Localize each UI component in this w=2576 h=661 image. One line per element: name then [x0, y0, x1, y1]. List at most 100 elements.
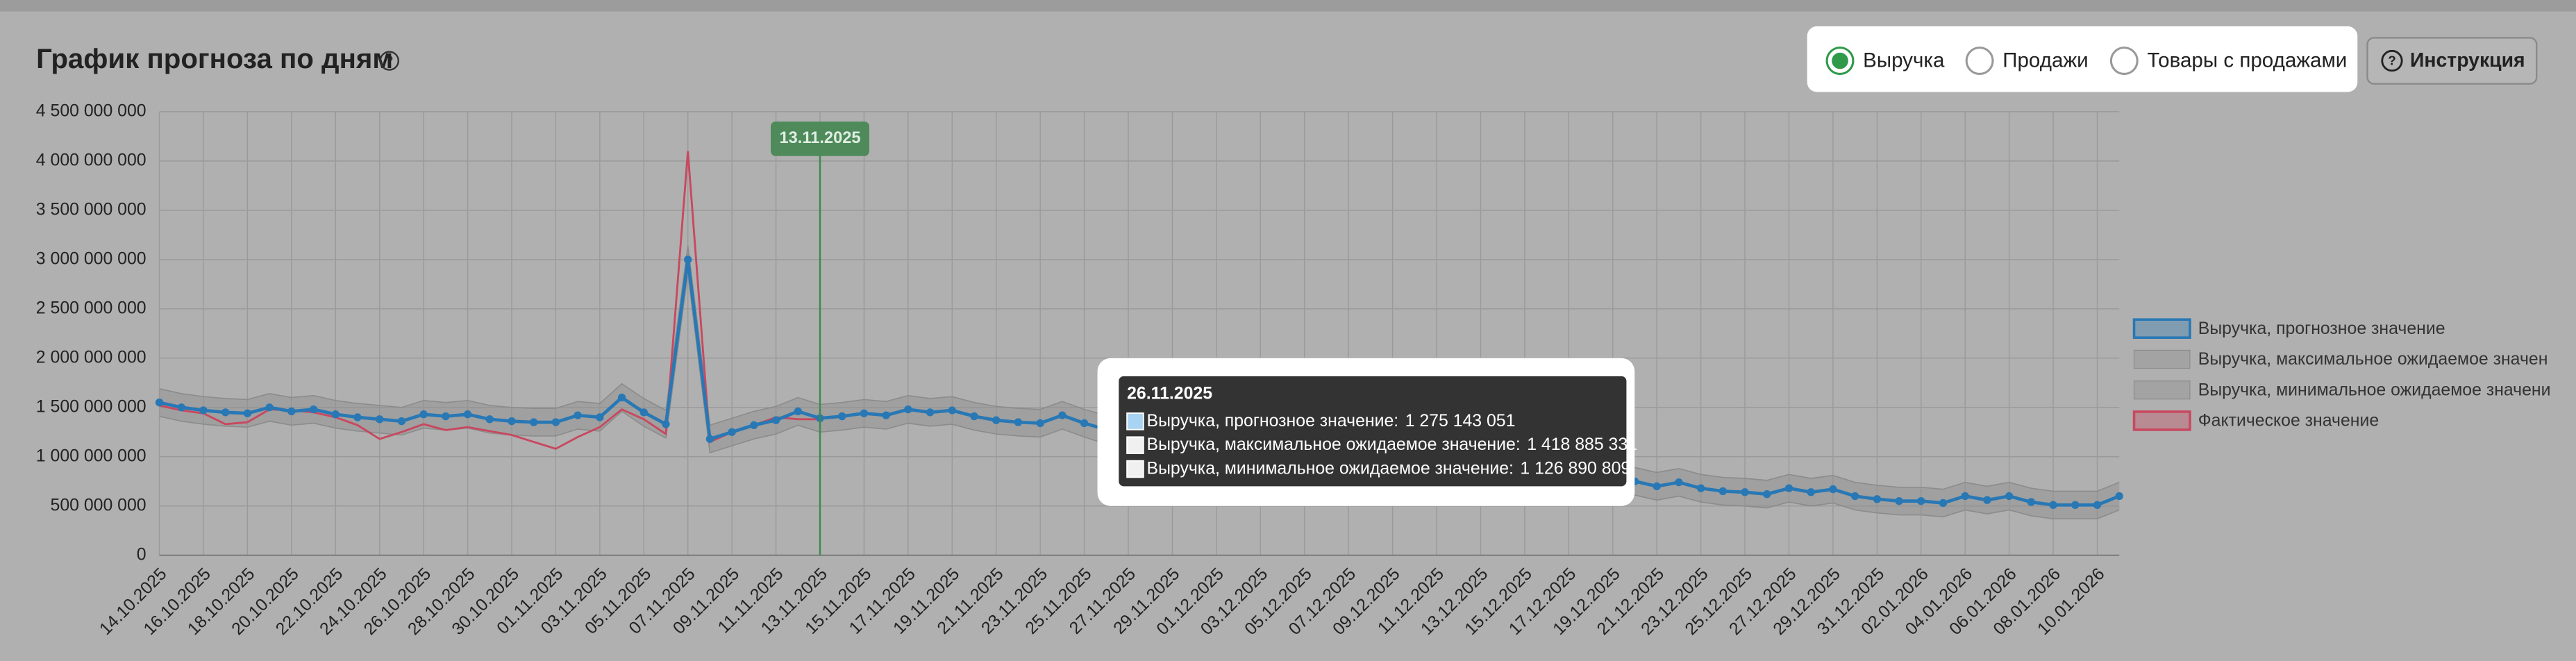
- series-point: [2071, 501, 2080, 509]
- series-point: [309, 405, 318, 414]
- y-tick-label: 500 000 000: [51, 496, 147, 514]
- y-tick-label: 4 000 000 000: [36, 151, 147, 169]
- page-title: График прогноза по дням: [36, 43, 393, 74]
- radio-option[interactable]: Выручка: [1825, 47, 1945, 76]
- instruction-button[interactable]: ? Инструкция: [2366, 37, 2538, 85]
- tooltip-row: Выручка, максимальное ожидаемое значение…: [1147, 435, 1637, 454]
- series-point: [2005, 492, 2014, 501]
- series-point: [376, 415, 384, 424]
- series-point: [838, 412, 846, 421]
- y-tick-label: 2 500 000 000: [36, 299, 147, 317]
- legend-swatch: [2133, 349, 2191, 369]
- series-point: [2027, 498, 2036, 506]
- series-point: [1961, 492, 1969, 501]
- series-point: [419, 410, 428, 419]
- legend-swatch: [2132, 318, 2191, 339]
- y-tick-label: 4 500 000 000: [36, 101, 147, 120]
- radio-option[interactable]: Продажи: [1965, 47, 2089, 76]
- y-tick-label: 1 000 000 000: [36, 446, 147, 465]
- series-point: [860, 409, 869, 417]
- radio-label[interactable]: Товары с продажами: [2147, 49, 2347, 72]
- series-point: [397, 417, 406, 426]
- y-tick-label: 1 500 000 000: [36, 397, 147, 416]
- series-point: [1850, 492, 1859, 501]
- series-point: [662, 420, 670, 428]
- series-point: [1784, 484, 1793, 492]
- series-point: [1058, 411, 1067, 419]
- today-badge: [771, 122, 869, 156]
- series-point: [1653, 482, 1661, 491]
- series-point: [750, 421, 758, 430]
- series-point: [904, 405, 912, 414]
- series-point: [1829, 485, 1837, 494]
- tooltip-row-label: Выручка, прогнозное значение:: [1147, 411, 1399, 430]
- tooltip-row-value: 1 418 885 331: [1527, 435, 1637, 454]
- series-point: [551, 418, 560, 426]
- y-tick-label: 3 500 000 000: [36, 200, 147, 219]
- series-point: [639, 408, 648, 417]
- series-point: [287, 407, 296, 416]
- top-strip: [0, 0, 2576, 12]
- series-point: [1939, 499, 1948, 508]
- svg-text:?: ?: [2388, 54, 2396, 69]
- legend-label: Фактическое значение: [2198, 412, 2379, 430]
- radio-option[interactable]: Товары с продажами: [2109, 47, 2347, 76]
- legend-swatch: [2133, 380, 2191, 400]
- y-tick-label: 2 000 000 000: [36, 348, 147, 367]
- legend-swatch: [2132, 410, 2191, 431]
- series-point: [1036, 419, 1044, 428]
- radio-label[interactable]: Продажи: [2002, 49, 2088, 72]
- series-point: [771, 416, 780, 424]
- series-point: [970, 412, 978, 421]
- y-tick-label: 0: [137, 545, 147, 564]
- series-point: [442, 412, 450, 421]
- tooltip-row: Выручка, минимальное ожидаемое значение:…: [1147, 459, 1631, 478]
- y-tick-label: 3 000 000 000: [36, 249, 147, 268]
- help-icon[interactable]: ?: [379, 51, 399, 71]
- radio-dot[interactable]: [1832, 52, 1848, 69]
- radio-label[interactable]: Выручка: [1863, 49, 1945, 72]
- series-point: [2049, 501, 2057, 509]
- series-point: [1895, 496, 1903, 505]
- legend-label: Выручка, максимальное ожидаемое значен: [2198, 350, 2548, 369]
- radio-circle[interactable]: [1965, 47, 1994, 76]
- series-point: [353, 413, 362, 421]
- tooltip: 26.11.2025 Выручка, прогнозное значение:…: [1097, 358, 1637, 506]
- series-point: [265, 403, 274, 412]
- series-point: [177, 403, 185, 412]
- series-point: [1718, 487, 1728, 496]
- series-point: [2093, 501, 2102, 509]
- series-point: [882, 411, 890, 419]
- series-point: [1080, 419, 1089, 428]
- series-point: [596, 413, 604, 421]
- series-point: [199, 406, 208, 415]
- series-point: [794, 407, 802, 416]
- series-point: [1873, 495, 1882, 503]
- instruction-label[interactable]: Инструкция: [2410, 49, 2525, 72]
- tooltip-swatch: [1126, 412, 1144, 430]
- radio-circle[interactable]: [2109, 47, 2139, 76]
- tooltip-swatch: [1126, 436, 1144, 454]
- radio-group: Выручка Продажи Товары с продажами: [1825, 47, 2347, 76]
- tooltip-box: [1119, 376, 1627, 487]
- series-point: [1741, 488, 1749, 496]
- tooltip-row-label: Выручка, минимальное ожидаемое значение:: [1147, 459, 1514, 478]
- series-point: [221, 408, 230, 417]
- series-point: [574, 411, 582, 419]
- legend-label: Выручка, минимальное ожидаемое значени: [2198, 380, 2551, 399]
- svg-text:?: ?: [386, 54, 394, 69]
- series-point: [617, 393, 626, 402]
- series-point: [1014, 418, 1023, 426]
- series-point: [1983, 496, 1991, 504]
- tooltip-row-value: 1 126 890 809: [1520, 459, 1630, 478]
- series-point: [508, 417, 516, 426]
- series-point: [728, 428, 736, 436]
- series-point: [684, 256, 692, 264]
- legend: Выручка, прогнозное значение Выручка, мак…: [2132, 318, 2551, 431]
- tooltip-row: Выручка, прогнозное значение: 1 275 143 0…: [1147, 411, 1516, 430]
- series-point: [926, 408, 935, 417]
- series-point: [1675, 478, 1683, 487]
- tooltip-row-label: Выручка, максимальное ожидаемое значение…: [1147, 435, 1521, 454]
